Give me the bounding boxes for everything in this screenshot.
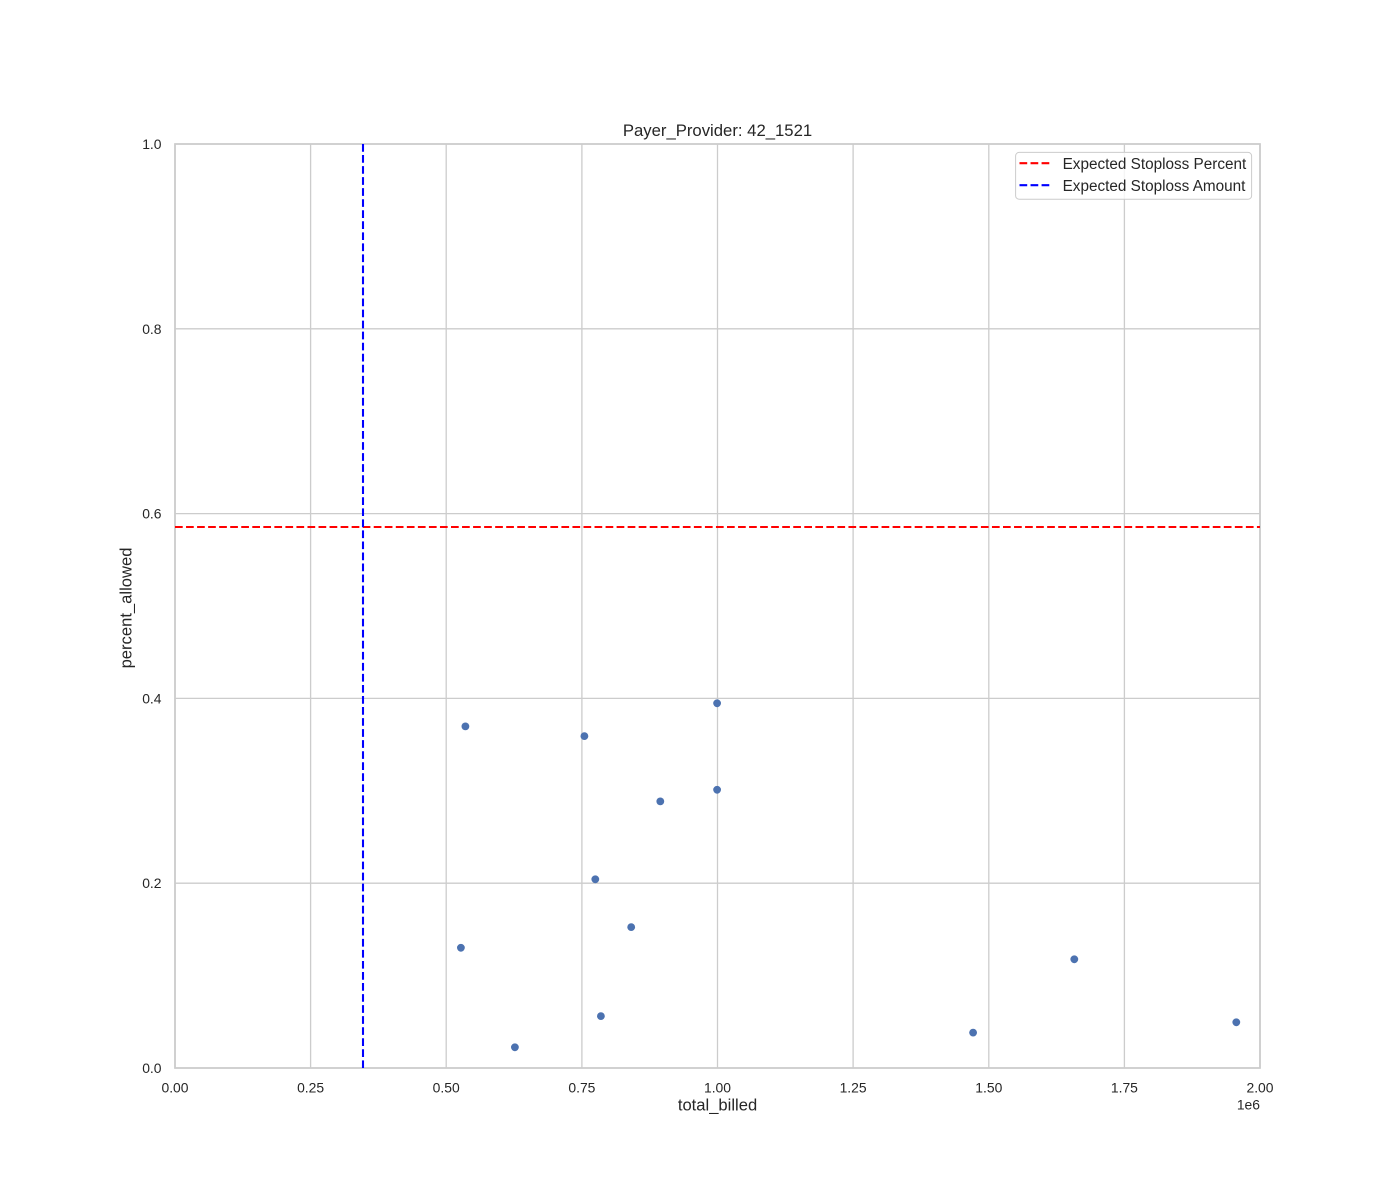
svg-text:Expected Stoploss Amount: Expected Stoploss Amount — [1063, 178, 1247, 195]
svg-text:Payer_Provider: 42_1521: Payer_Provider: 42_1521 — [623, 121, 812, 140]
svg-text:1.75: 1.75 — [1111, 1079, 1138, 1095]
svg-text:percent_allowed: percent_allowed — [117, 548, 136, 669]
svg-text:1e6: 1e6 — [1237, 1096, 1260, 1112]
svg-text:total_billed: total_billed — [678, 1096, 757, 1115]
svg-text:0.00: 0.00 — [161, 1079, 188, 1095]
svg-text:2.00: 2.00 — [1246, 1079, 1273, 1095]
svg-text:Expected Stoploss Percent: Expected Stoploss Percent — [1063, 156, 1247, 173]
svg-text:0.6: 0.6 — [142, 506, 162, 522]
svg-text:1.00: 1.00 — [704, 1079, 731, 1095]
svg-text:0.8: 0.8 — [142, 321, 162, 337]
svg-text:0.2: 0.2 — [142, 875, 162, 891]
svg-text:1.50: 1.50 — [975, 1079, 1002, 1095]
svg-text:0.0: 0.0 — [142, 1060, 162, 1076]
svg-text:0.75: 0.75 — [568, 1079, 595, 1095]
svg-text:0.25: 0.25 — [297, 1079, 324, 1095]
svg-text:1.25: 1.25 — [840, 1079, 867, 1095]
svg-text:1.0: 1.0 — [142, 136, 162, 152]
svg-text:0.4: 0.4 — [142, 690, 162, 706]
svg-text:0.50: 0.50 — [433, 1079, 460, 1095]
